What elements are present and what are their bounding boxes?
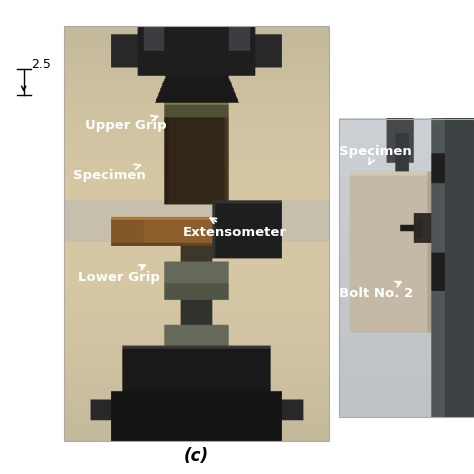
Text: Lower Grip: Lower Grip	[78, 265, 160, 284]
Text: Upper Grip: Upper Grip	[85, 116, 167, 132]
Text: (c): (c)	[184, 447, 210, 465]
Text: Specimen: Specimen	[339, 145, 411, 164]
Text: Bolt No. 2: Bolt No. 2	[339, 282, 413, 301]
Text: Specimen: Specimen	[73, 164, 146, 182]
Text: Extensometer: Extensometer	[182, 218, 286, 239]
Text: 2.5: 2.5	[31, 58, 51, 71]
